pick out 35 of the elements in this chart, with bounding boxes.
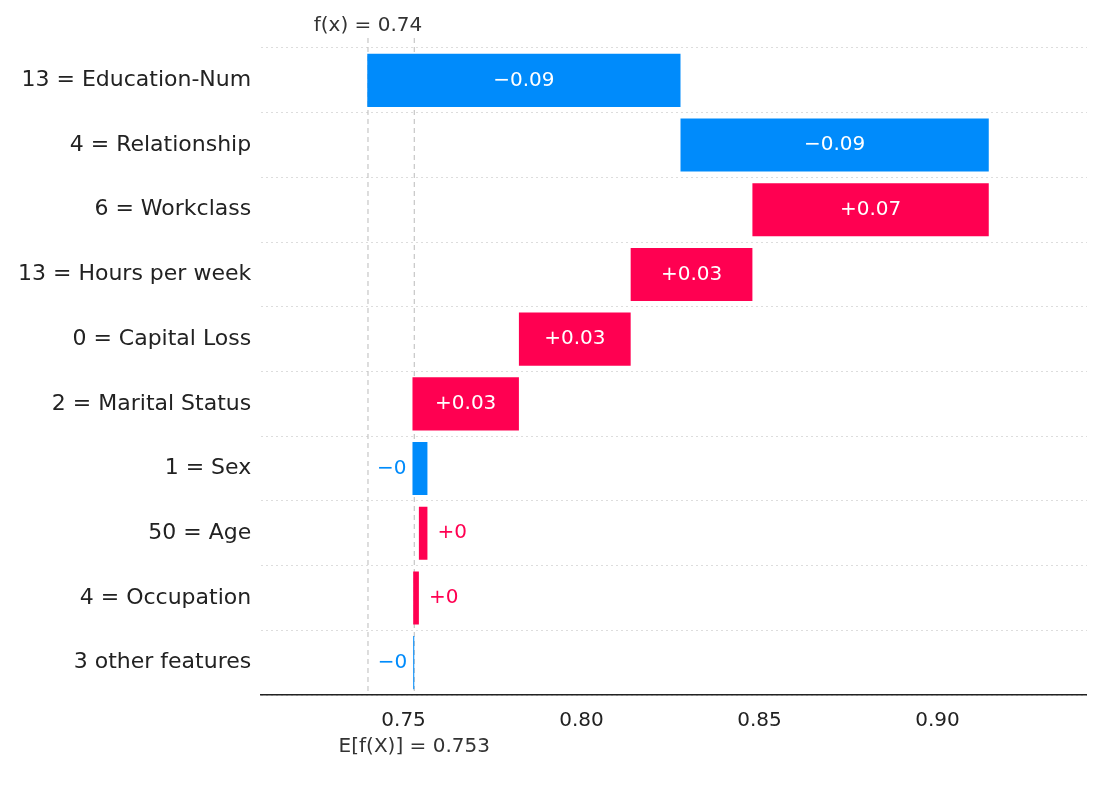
bar [418, 506, 428, 560]
y-tick-label: 1 = Sex [164, 454, 252, 480]
y-tick-label: 4 = Relationship [69, 130, 252, 156]
bar [412, 377, 519, 431]
data-label: +0.03 [660, 260, 723, 285]
ref-line-label: f(x) = 0.74 [313, 12, 423, 37]
x-tick-label: 0.90 [915, 707, 960, 732]
y-tick-label: 3 other features [73, 648, 252, 674]
y-tick-label: 2 = Marital Status [51, 389, 252, 415]
data-label: −0.09 [803, 131, 866, 156]
data-label: +0 [428, 584, 459, 609]
x-tick-label: 0.85 [737, 707, 782, 732]
data-label: −0 [377, 454, 407, 479]
bar [412, 442, 428, 496]
y-tick-label: 0 = Capital Loss [72, 324, 252, 350]
y-tick-label: 13 = Hours per week [18, 260, 252, 286]
y-tick-label: 6 = Workclass [94, 195, 252, 221]
bar [518, 312, 631, 366]
y-tick-label: 4 = Occupation [79, 583, 252, 609]
bar [630, 247, 753, 301]
y-tick-label: 50 = Age [148, 518, 252, 544]
bar [413, 571, 419, 625]
data-label: +0.07 [839, 195, 902, 220]
ref-line-label: E[f(X)] = 0.753 [338, 733, 490, 758]
data-label: −0.09 [493, 66, 555, 91]
y-tick-label: 13 = Education-Num [21, 66, 252, 92]
data-label: +0 [437, 519, 467, 544]
bar [752, 183, 989, 237]
data-label: +0.03 [435, 390, 497, 415]
x-tick-label: 0.80 [559, 707, 604, 732]
bar [680, 118, 989, 172]
data-label: −0 [377, 648, 408, 673]
data-label: +0.03 [544, 325, 606, 350]
x-tick-label: 0.75 [381, 707, 426, 732]
bar [367, 53, 681, 107]
